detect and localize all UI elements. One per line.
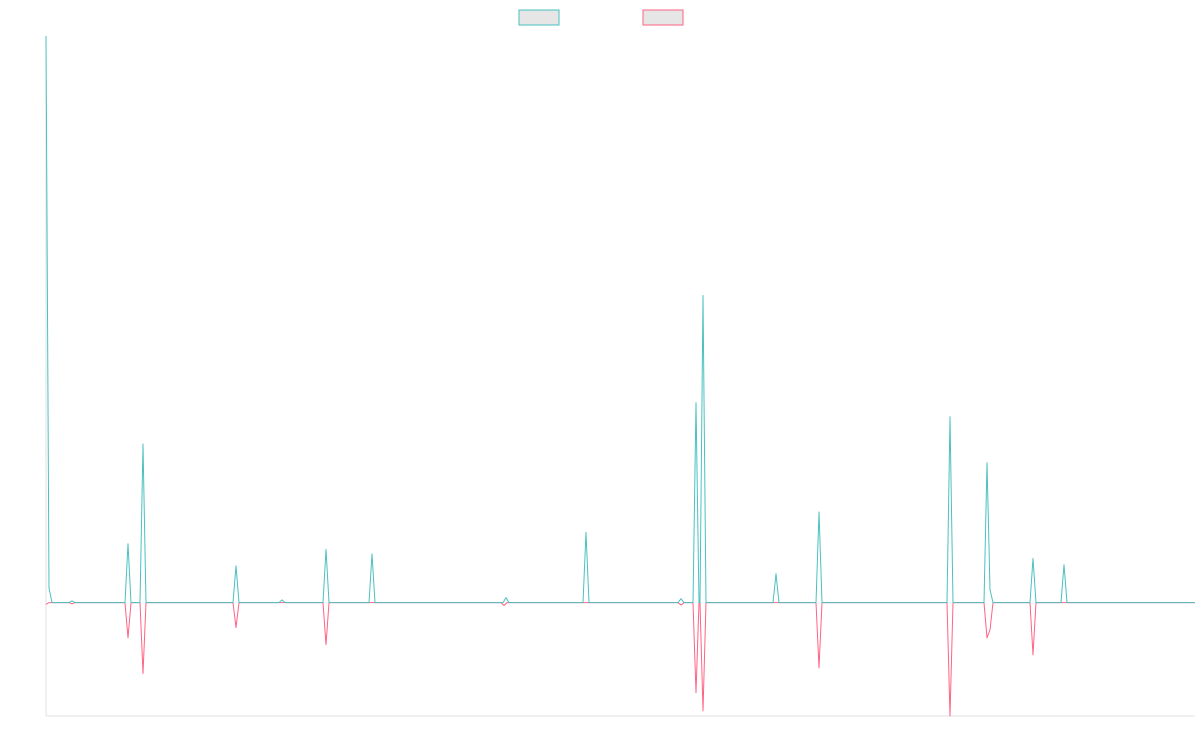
- series-line: [45, 602, 1195, 717]
- legend-swatch: [642, 9, 684, 26]
- legend-swatch: [518, 9, 560, 26]
- series-line: [45, 35, 1195, 604]
